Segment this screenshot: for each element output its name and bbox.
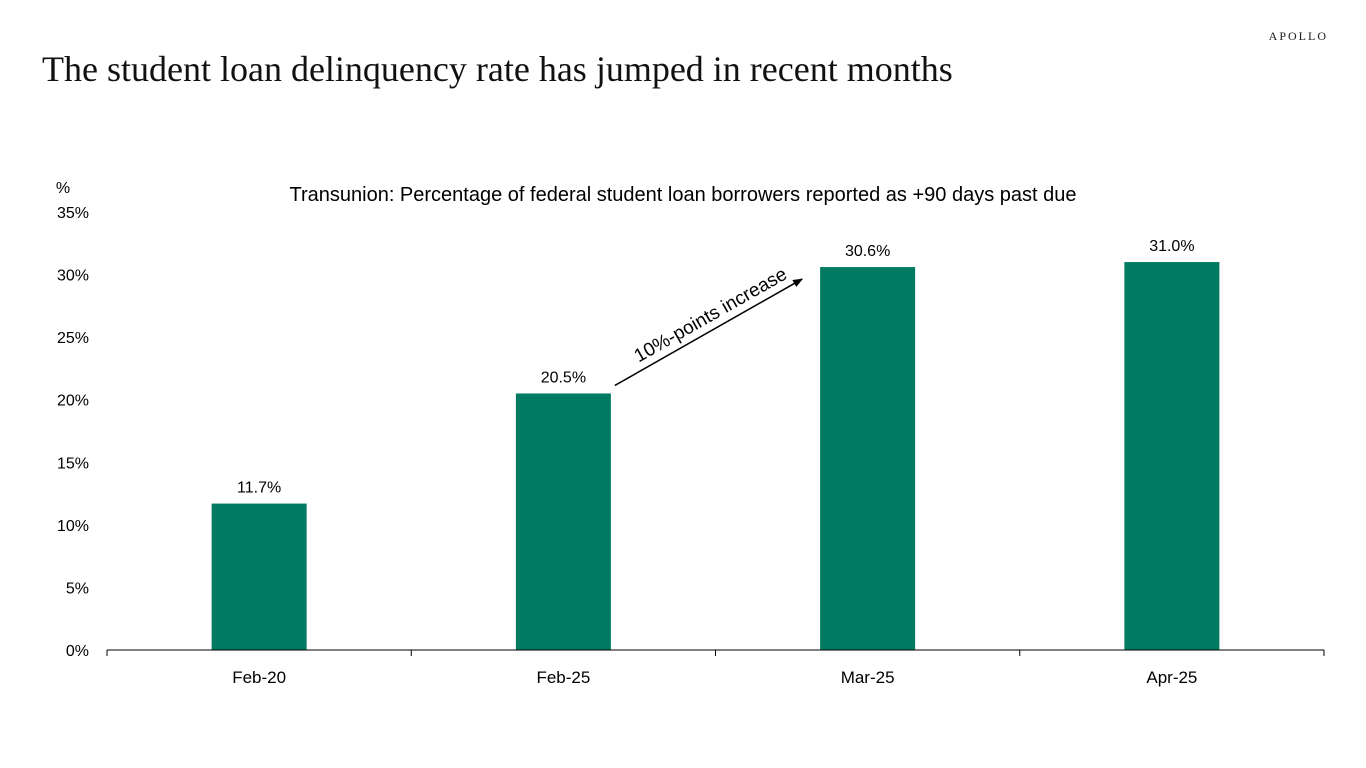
x-axis: Feb-20 Feb-25 Mar-25 Apr-25: [106, 649, 1325, 687]
x-tick-label: Feb-25: [536, 668, 590, 687]
bar-feb-25: [515, 393, 611, 650]
x-tick-label: Apr-25: [1146, 668, 1197, 687]
x-tick-label: Feb-20: [232, 668, 286, 687]
annotation-arrow: [614, 278, 803, 387]
annotation-text: 10%-points increase: [631, 264, 791, 367]
bar-mar-25: [820, 267, 916, 650]
y-tick-label: 25%: [57, 330, 89, 347]
brand-logo: APOLLO: [1268, 29, 1328, 43]
data-label: 30.6%: [845, 243, 890, 260]
page-title: The student loan delinquency rate has ju…: [42, 49, 953, 89]
y-tick-label: 15%: [57, 455, 89, 472]
y-axis: 0% 5% 10% 15% 20% 25% 30% 35%: [57, 205, 89, 660]
chart-title: Transunion: Percentage of federal studen…: [290, 184, 1077, 206]
data-label: 31.0%: [1149, 238, 1194, 255]
bar-feb-20: [211, 503, 307, 650]
data-labels-group: 11.7% 20.5% 30.6% 31.0%: [237, 238, 1195, 497]
data-label: 11.7%: [237, 480, 281, 497]
y-tick-label: 0%: [66, 643, 89, 660]
annotation-group: 10%-points increase: [614, 264, 803, 387]
y-tick-label: 20%: [57, 393, 89, 410]
data-label: 20.5%: [541, 369, 586, 386]
bars-group: [211, 262, 1220, 650]
bar-apr-25: [1124, 262, 1220, 650]
x-tick-label: Mar-25: [841, 668, 895, 687]
y-tick-label: 5%: [66, 580, 89, 597]
y-tick-label: 30%: [57, 268, 89, 285]
y-axis-unit-label: %: [56, 180, 70, 197]
y-tick-label: 10%: [57, 518, 89, 535]
y-tick-label: 35%: [57, 205, 89, 222]
